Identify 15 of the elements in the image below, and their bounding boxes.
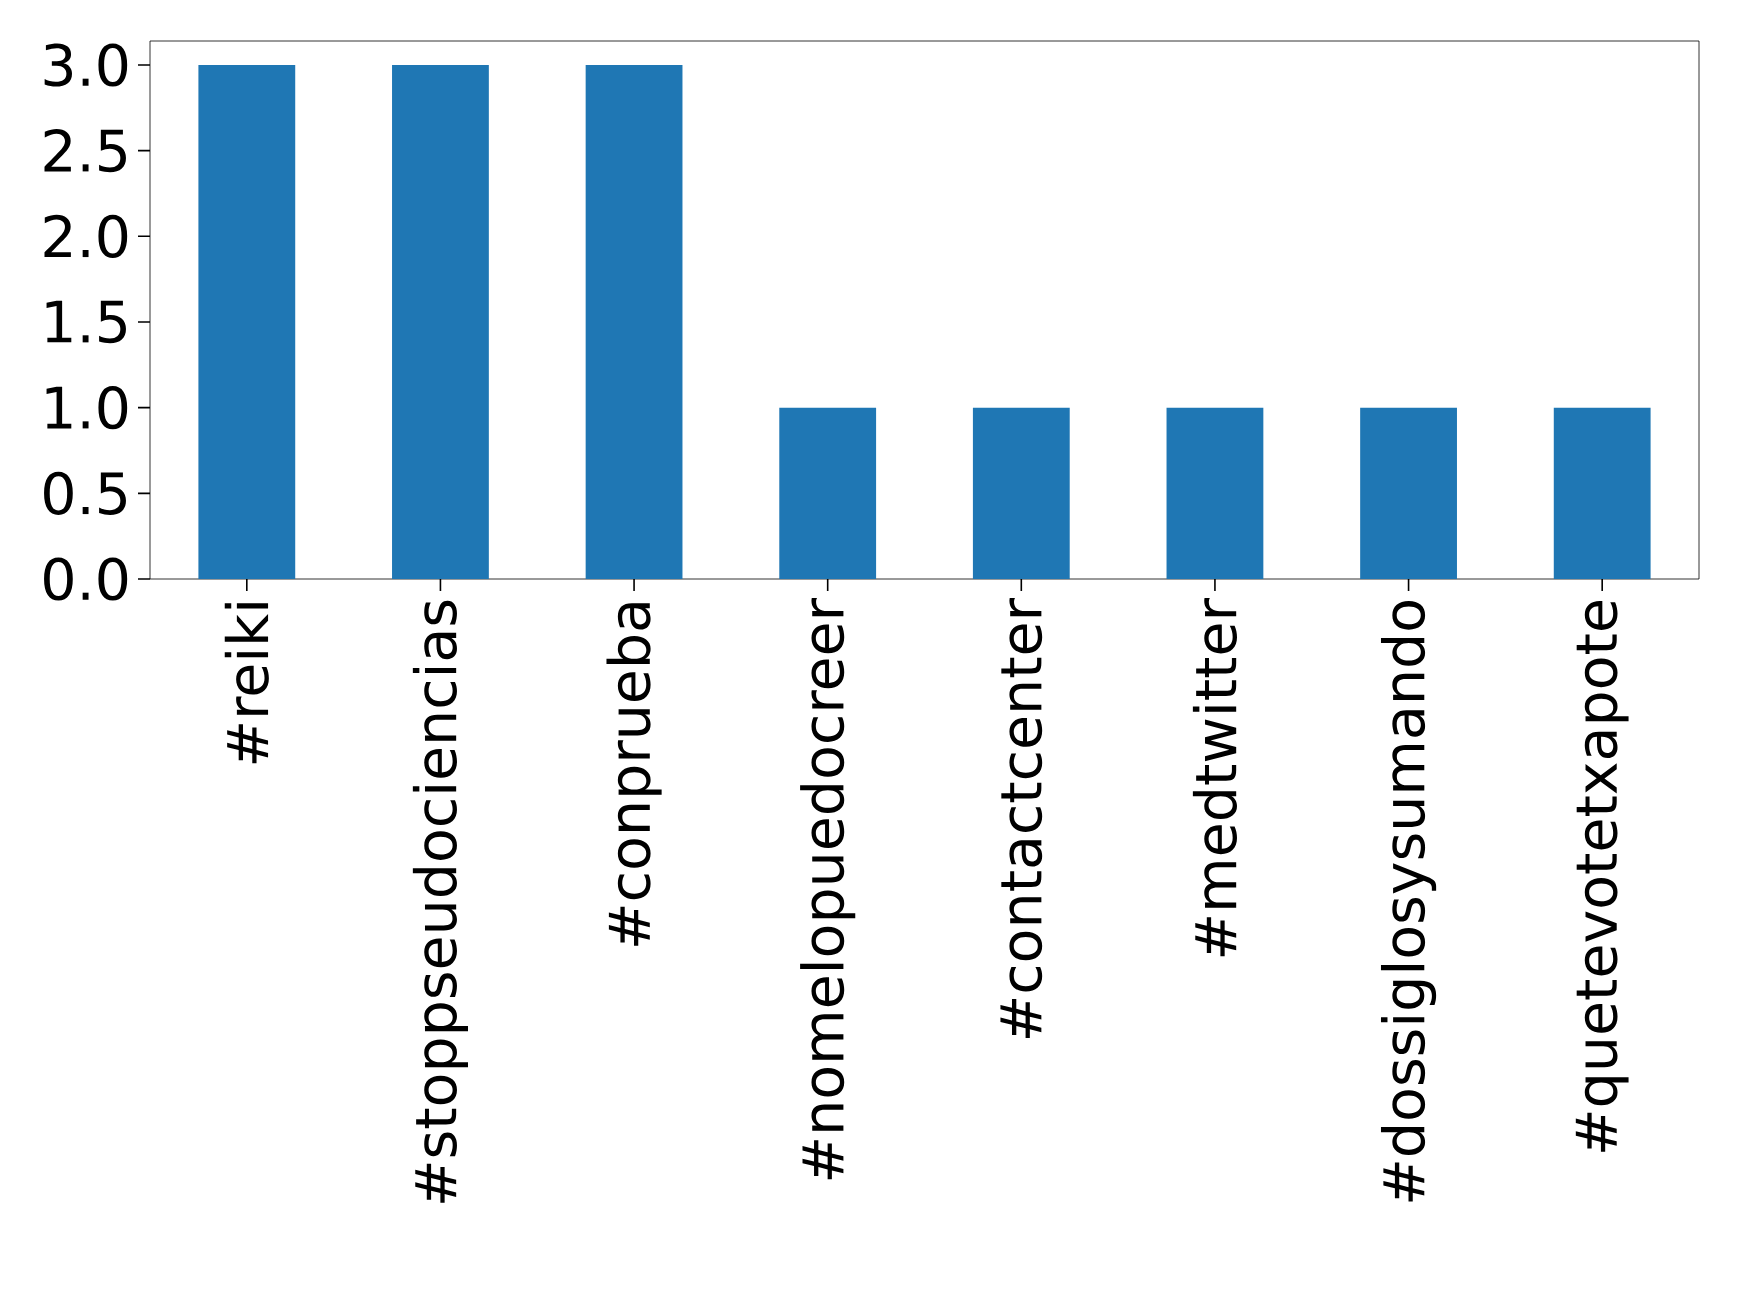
- x-tick-label: #conprueba: [606, 603, 662, 946]
- y-tick-label: 2.0: [44, 214, 128, 258]
- x-tick-label: #medtwitter: [1192, 598, 1237, 957]
- x-tick-label: #contactcenter: [1000, 598, 1043, 1039]
- y-tick-label: 0.5: [44, 471, 126, 515]
- y-tick-label: 1.5: [46, 300, 126, 344]
- x-tick-label: #reiki: [224, 603, 269, 764]
- y-tick-label: 3.0: [44, 43, 128, 87]
- y-tick-label: 0.0: [44, 557, 128, 601]
- x-tick-label: #dossiglosysumando: [1380, 601, 1437, 1202]
- x-tick-label: #stoppseudociencias: [412, 600, 469, 1203]
- y-tick-label: 2.5: [44, 129, 126, 173]
- y-tick-label: 1.0: [46, 386, 128, 430]
- x-tick-label: #quetevotetxapote: [1575, 601, 1629, 1152]
- x-tick-label: #nomelopuedocreer: [800, 597, 856, 1180]
